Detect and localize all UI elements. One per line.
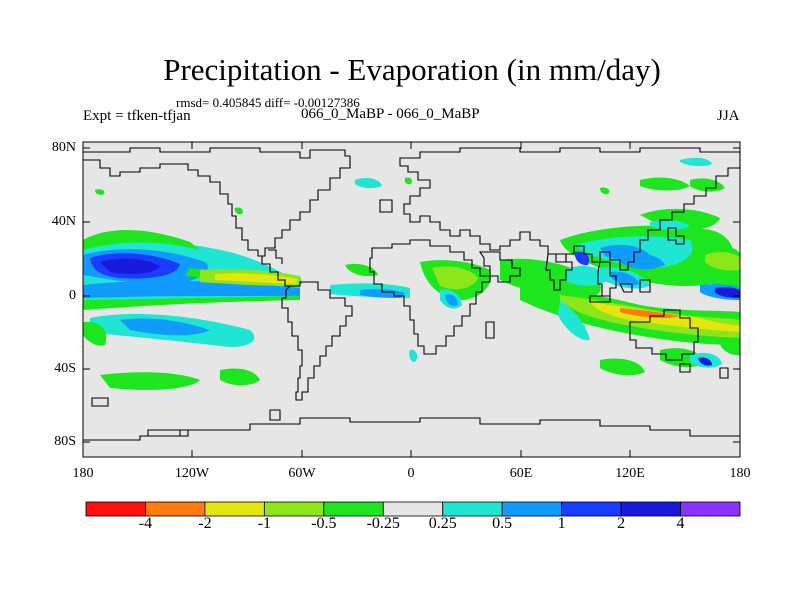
lat-tick-label: 0	[69, 288, 76, 303]
lon-tick-label: 180	[729, 466, 751, 481]
colorbar-swatch	[501, 501, 563, 517]
lon-tick-label: 60W	[288, 466, 316, 481]
lon-tick-label: 0	[407, 466, 415, 481]
colorbar-label: 1	[557, 515, 566, 532]
map-plot-area	[83, 142, 740, 457]
continent-outlines	[83, 147, 740, 441]
colorbar-label: -4	[138, 515, 153, 532]
colorbar-label: 0.25	[428, 515, 457, 532]
colorbar-swatch	[145, 501, 206, 517]
lat-tick-label: 80N	[51, 140, 76, 155]
lon-tick-label: 180	[72, 466, 94, 481]
colorbar-swatch	[204, 501, 265, 517]
colorbar-swatch	[680, 501, 741, 517]
lon-tick-label: 60E	[509, 466, 533, 481]
map-title: Precipitation - Evaporation (in mm/day)	[163, 52, 661, 87]
lat-tick-label: 40N	[51, 214, 76, 229]
colorbar-swatch	[323, 501, 384, 517]
contour-fills	[83, 157, 740, 390]
axis-ticks	[82, 142, 741, 457]
colorbar-swatch	[620, 501, 681, 517]
colorbar-label: 2	[617, 515, 626, 532]
colorbar	[85, 501, 741, 517]
colorbar-label: 0.5	[492, 515, 513, 532]
colorbar-swatch	[382, 501, 444, 517]
lon-tick-label: 120W	[174, 466, 210, 481]
colorbar-label: -2	[198, 515, 212, 532]
colorbar-swatch	[442, 501, 503, 517]
lon-tick-label: 120E	[615, 466, 645, 481]
colorbar-label: -1	[257, 515, 272, 532]
colorbar-label: 4	[676, 515, 685, 532]
colorbar-label: -0.25	[366, 515, 400, 532]
lat-tick-label: 40S	[54, 361, 76, 376]
colorbar-swatch	[85, 501, 146, 517]
lat-tick-label: 80S	[54, 434, 76, 449]
season-label: JJA	[717, 108, 740, 124]
colorbar-swatch	[263, 501, 325, 517]
experiment-label: Expt = tfken-tfjan	[83, 108, 191, 124]
colorbar-swatch	[561, 501, 622, 517]
stats-text: rmsd= 0.405845 diff= -0.00127386	[176, 95, 360, 110]
map-subtitle: 066_0_MaBP - 066_0_MaBP	[301, 106, 480, 122]
colorbar-label: -0.5	[311, 515, 337, 532]
